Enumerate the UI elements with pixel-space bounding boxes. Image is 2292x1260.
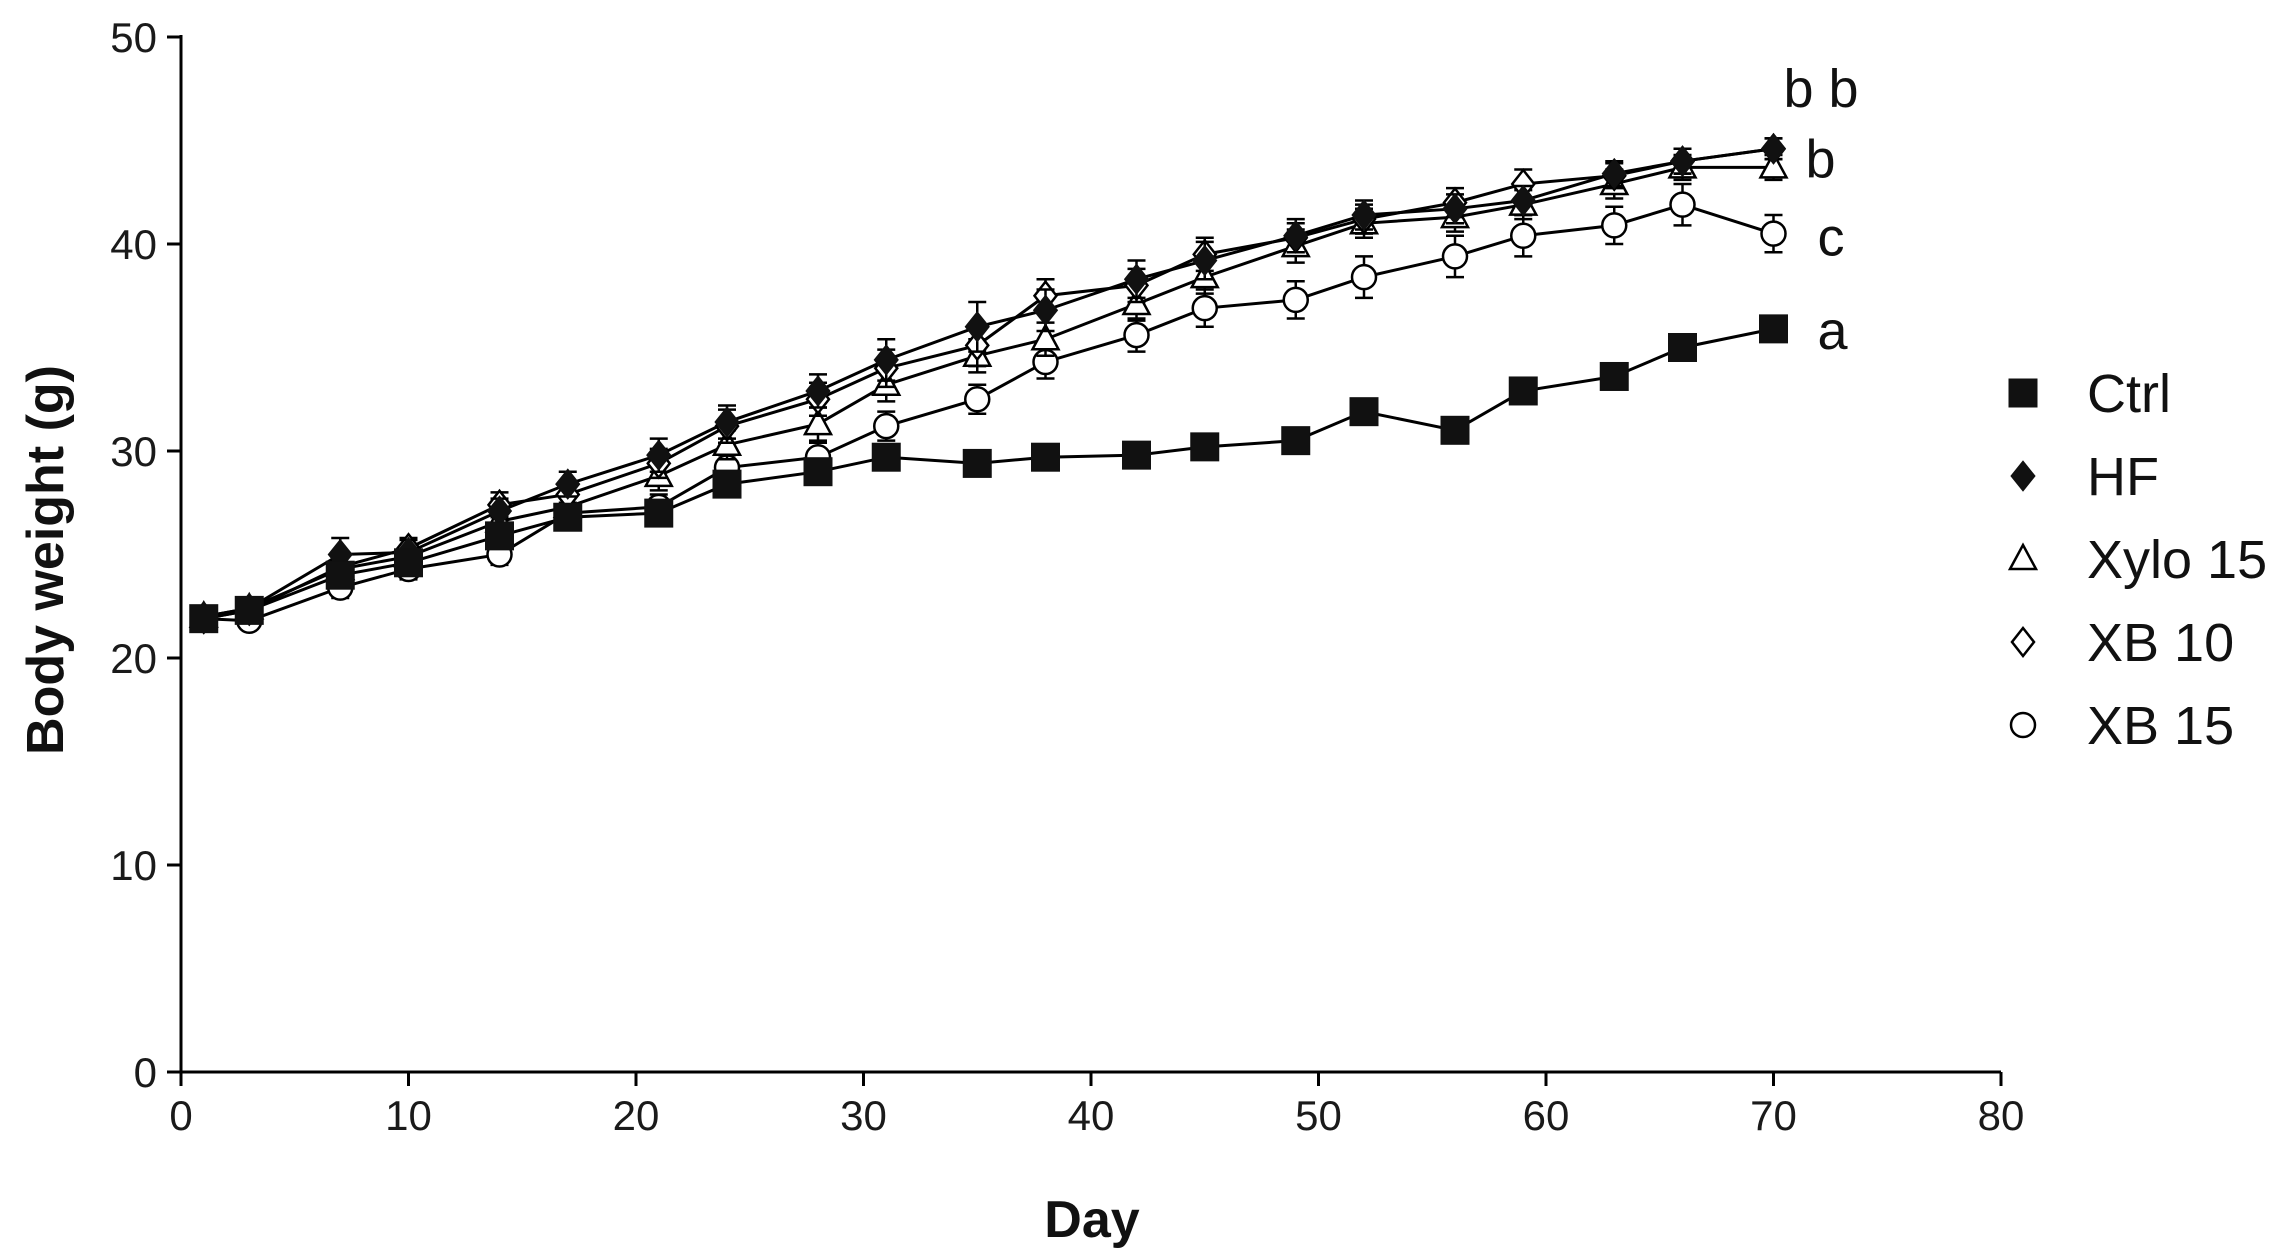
data-point: [1599, 361, 1629, 391]
x-tick-label: 10: [385, 1092, 432, 1139]
data-point: [1031, 442, 1060, 472]
data-point: [873, 344, 899, 376]
data-point: [394, 548, 423, 578]
x-tick-label: 30: [840, 1092, 887, 1139]
y-tick-label: 10: [110, 842, 157, 889]
data-point: [1441, 243, 1469, 270]
y-tick-label: 20: [110, 635, 157, 682]
significance-annotations: b b bca: [1784, 59, 1859, 361]
annotation-label: b b: [1784, 59, 1859, 119]
data-point: [1668, 333, 1697, 362]
data-point: [802, 407, 834, 436]
data-point: [644, 498, 674, 528]
series-ctrl: [189, 314, 1788, 634]
data-point: [714, 406, 740, 438]
data-point: [1601, 157, 1627, 190]
legend-item-xylo-15: Xylo 15: [2007, 530, 2267, 590]
data-point: [1351, 199, 1377, 231]
data-point: [1601, 212, 1628, 239]
data-point: [1510, 222, 1537, 249]
plot-area: [188, 132, 1789, 635]
data-point: [803, 457, 833, 487]
data-point: [1760, 132, 1787, 165]
x-axis-title: Day: [1044, 1191, 1139, 1249]
data-point: [234, 595, 264, 625]
annotation-label: c: [1818, 208, 1845, 268]
y-tick-label: 30: [110, 428, 157, 475]
series-xb-15: [190, 182, 1787, 634]
legend-label-ctrl: Ctrl: [2087, 364, 2171, 424]
legend-item-ctrl: Ctrl: [2008, 364, 2171, 424]
legend-marker-xylo-15: [2007, 542, 2039, 571]
legend-marker-xb-10: [2010, 625, 2036, 659]
data-point: [871, 442, 901, 472]
data-point: [1440, 415, 1470, 445]
data-point: [1191, 294, 1218, 322]
legend-item-hf: HF: [2010, 447, 2159, 507]
x-tick-label: 20: [613, 1092, 660, 1139]
data-point: [712, 469, 742, 499]
x-tick-label: 80: [1978, 1092, 2025, 1139]
data-point: [873, 412, 900, 440]
data-point: [1759, 314, 1788, 344]
data-point: [1282, 286, 1309, 314]
data-point: [1669, 191, 1696, 218]
legend-marker-hf: [2010, 460, 2036, 492]
data-point: [964, 386, 991, 413]
data-point: [805, 375, 831, 407]
data-point: [485, 521, 514, 551]
data-point: [1760, 220, 1787, 247]
annotation-label: b: [1806, 129, 1836, 189]
data-point: [964, 310, 990, 343]
series-xb-10: [191, 132, 1787, 635]
x-tick-label: 60: [1523, 1092, 1570, 1139]
axes: 0 10 20 30 40 50 60 70 80 0 10 20 30 40 50: [110, 14, 2024, 1139]
data-point: [1190, 432, 1220, 462]
data-point: [1122, 440, 1151, 470]
data-point: [1283, 219, 1309, 252]
data-point: [1032, 294, 1059, 327]
legend-label-xb-15: XB 15: [2087, 696, 2234, 756]
y-tick-label: 40: [110, 221, 157, 268]
x-tick-label: 50: [1295, 1092, 1342, 1139]
legend-marker-xb-15: [2009, 711, 2037, 739]
x-tick-label: 70: [1750, 1092, 1797, 1139]
data-point: [646, 439, 672, 471]
data-point: [1758, 150, 1789, 179]
data-point: [1669, 145, 1696, 178]
legend-item-xb-10: XB 10: [2010, 613, 2234, 673]
series-line-hf: [203, 147, 1774, 619]
series-line-xb-15: [203, 203, 1774, 623]
data-point: [189, 604, 219, 634]
data-point: [1510, 184, 1536, 217]
data-point: [1192, 244, 1218, 277]
y-axis-title: Body weight (g): [17, 365, 75, 755]
annotation-label: a: [1818, 301, 1849, 361]
data-point: [1123, 321, 1150, 349]
series-line-xb-10: [203, 147, 1774, 621]
data-point: [1281, 426, 1311, 456]
legend-marker-ctrl: [2008, 378, 2038, 408]
data-point: [1350, 263, 1378, 291]
data-point: [1442, 193, 1468, 225]
data-point: [962, 448, 992, 478]
legend-item-xb-15: XB 15: [2009, 696, 2234, 756]
legend: Ctrl HF Xylo 15 XB 10 XB 15: [2007, 364, 2267, 756]
data-point: [1123, 263, 1150, 295]
legend-label-hf: HF: [2087, 447, 2159, 507]
data-point: [555, 468, 581, 500]
data-point: [1349, 397, 1379, 427]
y-tick-label: 0: [134, 1049, 157, 1096]
data-point: [1030, 322, 1061, 351]
legend-label-xylo-15: Xylo 15: [2087, 530, 2267, 590]
legend-label-xb-10: XB 10: [2087, 613, 2234, 673]
x-tick-label: 0: [169, 1092, 192, 1139]
y-tick-label: 50: [110, 14, 157, 61]
data-point: [325, 560, 355, 590]
x-tick-label: 40: [1068, 1092, 1115, 1139]
data-point: [553, 502, 583, 532]
data-point: [1508, 376, 1538, 406]
